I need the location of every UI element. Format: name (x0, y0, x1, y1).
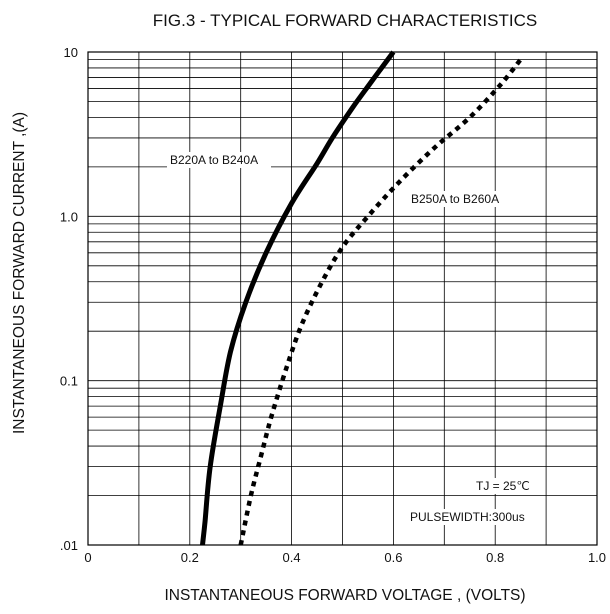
x-tick-label: 0.4 (283, 550, 301, 565)
x-tick-label: 0.6 (384, 550, 402, 565)
series-label-b220a-b240a: B220A to B240A (170, 153, 258, 167)
y-axis-label: INSTANTANEOUS FORWARD CURRENT ,(A) (11, 112, 28, 434)
x-tick-label: 0.8 (486, 550, 504, 565)
plot-frame (87, 51, 598, 546)
series-label-b250a-b260a-bg (408, 191, 512, 207)
x-axis-label: INSTANTANEOUS FORWARD VOLTAGE , (VOLTS) (164, 587, 525, 604)
grid-layer (88, 52, 597, 545)
pulsewidth-annotation: PULSEWIDTH:300us (410, 510, 525, 524)
y-tick-label: 1.0 (60, 209, 78, 224)
x-tick-label: 0 (84, 550, 91, 565)
y-tick-label: 10 (64, 45, 78, 60)
series-label-b220a-b240a-bg (167, 152, 271, 168)
series-layer (200, 50, 523, 546)
chart-title: FIG.3 - TYPICAL FORWARD CHARACTERISTICS (153, 11, 537, 30)
tick-labels: 0 0.2 0.4 0.6 0.8 1.0 .01 0.1 1.0 10 (60, 45, 606, 565)
y-tick-label: 0.1 (60, 374, 78, 389)
x-tick-label: 1.0 (588, 550, 606, 565)
pulsewidth-annotation-bg (407, 509, 525, 525)
tj-annotation-bg (473, 478, 535, 494)
series-label-b250a-b260a: B250A to B260A (411, 192, 499, 206)
series-line-b220a-b240a (200, 50, 396, 546)
y-tick-label: .01 (60, 538, 78, 553)
tj-annotation: TJ = 25℃ (476, 479, 530, 493)
series-line-b250a-b260a (238, 58, 523, 546)
annotation-layer: B220A to B240A B250A to B260A TJ = 25℃ PULS… (167, 152, 535, 525)
x-tick-label: 0.2 (181, 550, 199, 565)
